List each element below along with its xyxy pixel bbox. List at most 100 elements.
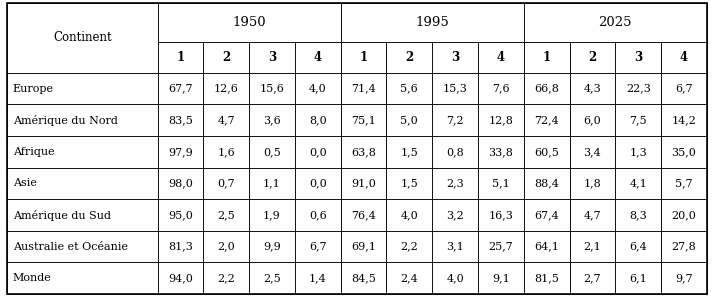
Text: 1,5: 1,5 [401,178,418,188]
Text: 3: 3 [268,51,276,64]
Bar [570,199,615,231]
Bar [661,263,707,294]
Text: 66,8: 66,8 [534,84,559,94]
Text: 1,8: 1,8 [583,178,601,188]
Bar [386,168,432,199]
Text: 0,0: 0,0 [309,178,327,188]
Text: 72,4: 72,4 [534,115,559,125]
Bar [615,105,661,136]
Text: 97,9: 97,9 [168,147,193,157]
Text: 1: 1 [543,51,550,64]
Text: 81,3: 81,3 [168,242,193,252]
Bar [7,231,158,263]
Text: 6,0: 6,0 [583,115,601,125]
Text: 35,0: 35,0 [672,147,696,157]
Text: Monde: Monde [13,273,51,283]
Bar [249,105,295,136]
Bar [524,42,570,73]
Text: 0,6: 0,6 [309,210,327,220]
Bar [524,136,570,168]
Bar [524,105,570,136]
Bar [478,136,524,168]
Bar [661,73,707,105]
Bar [341,3,524,42]
Text: 1950: 1950 [232,16,266,29]
Text: 1: 1 [176,51,184,64]
Text: 4,3: 4,3 [583,84,601,94]
Bar [7,3,158,73]
Bar [341,136,386,168]
Bar [661,199,707,231]
Text: 9,9: 9,9 [263,242,281,252]
Bar [615,42,661,73]
Text: 2,0: 2,0 [217,242,235,252]
Bar [341,231,386,263]
Text: 1,9: 1,9 [263,210,281,220]
Bar [203,136,249,168]
Text: 2,7: 2,7 [583,273,601,283]
Bar [615,168,661,199]
Text: 9,1: 9,1 [492,273,510,283]
Text: 33,8: 33,8 [488,147,513,157]
Bar [478,199,524,231]
Text: 3: 3 [451,51,459,64]
Text: 12,6: 12,6 [213,84,238,94]
Bar [341,199,386,231]
Bar [524,199,570,231]
Bar [615,199,661,231]
Text: 22,3: 22,3 [625,84,650,94]
Bar [570,136,615,168]
Text: 3,2: 3,2 [446,210,464,220]
Text: 63,8: 63,8 [351,147,376,157]
Bar [158,3,341,42]
Text: 27,8: 27,8 [672,242,696,252]
Bar [158,263,203,294]
Text: 98,0: 98,0 [168,178,193,188]
Text: 12,8: 12,8 [488,115,513,125]
Text: Amérique du Nord: Amérique du Nord [13,115,118,126]
Bar [570,231,615,263]
Bar [203,231,249,263]
Bar [661,136,707,168]
Bar [386,136,432,168]
Text: 7,5: 7,5 [629,115,647,125]
Text: 4,7: 4,7 [583,210,601,220]
Bar [158,199,203,231]
Bar [432,136,478,168]
Text: Amérique du Sud: Amérique du Sud [13,209,111,221]
Text: 14,2: 14,2 [672,115,696,125]
Bar [661,42,707,73]
Text: 1995: 1995 [416,16,449,29]
Bar [524,263,570,294]
Bar [249,136,295,168]
Bar [249,231,295,263]
Text: Australie et Océanie: Australie et Océanie [13,242,128,252]
Bar [570,42,615,73]
Text: 15,6: 15,6 [260,84,284,94]
Text: 75,1: 75,1 [351,115,376,125]
Bar [661,231,707,263]
Text: 64,1: 64,1 [534,242,559,252]
Bar [341,105,386,136]
Text: 6,7: 6,7 [675,84,693,94]
Text: 0,5: 0,5 [263,147,281,157]
Text: 83,5: 83,5 [168,115,193,125]
Text: 2,5: 2,5 [263,273,281,283]
Text: 95,0: 95,0 [168,210,193,220]
Bar [432,42,478,73]
Text: 3: 3 [634,51,643,64]
Bar [7,105,158,136]
Bar [432,199,478,231]
Bar [7,168,158,199]
Bar [524,73,570,105]
Bar [249,168,295,199]
Text: 94,0: 94,0 [168,273,193,283]
Text: 2,1: 2,1 [583,242,601,252]
Bar [7,136,158,168]
Text: 6,7: 6,7 [309,242,326,252]
Bar [203,42,249,73]
Bar [158,168,203,199]
Bar [386,199,432,231]
Text: 4,7: 4,7 [218,115,235,125]
Text: 1: 1 [359,51,368,64]
